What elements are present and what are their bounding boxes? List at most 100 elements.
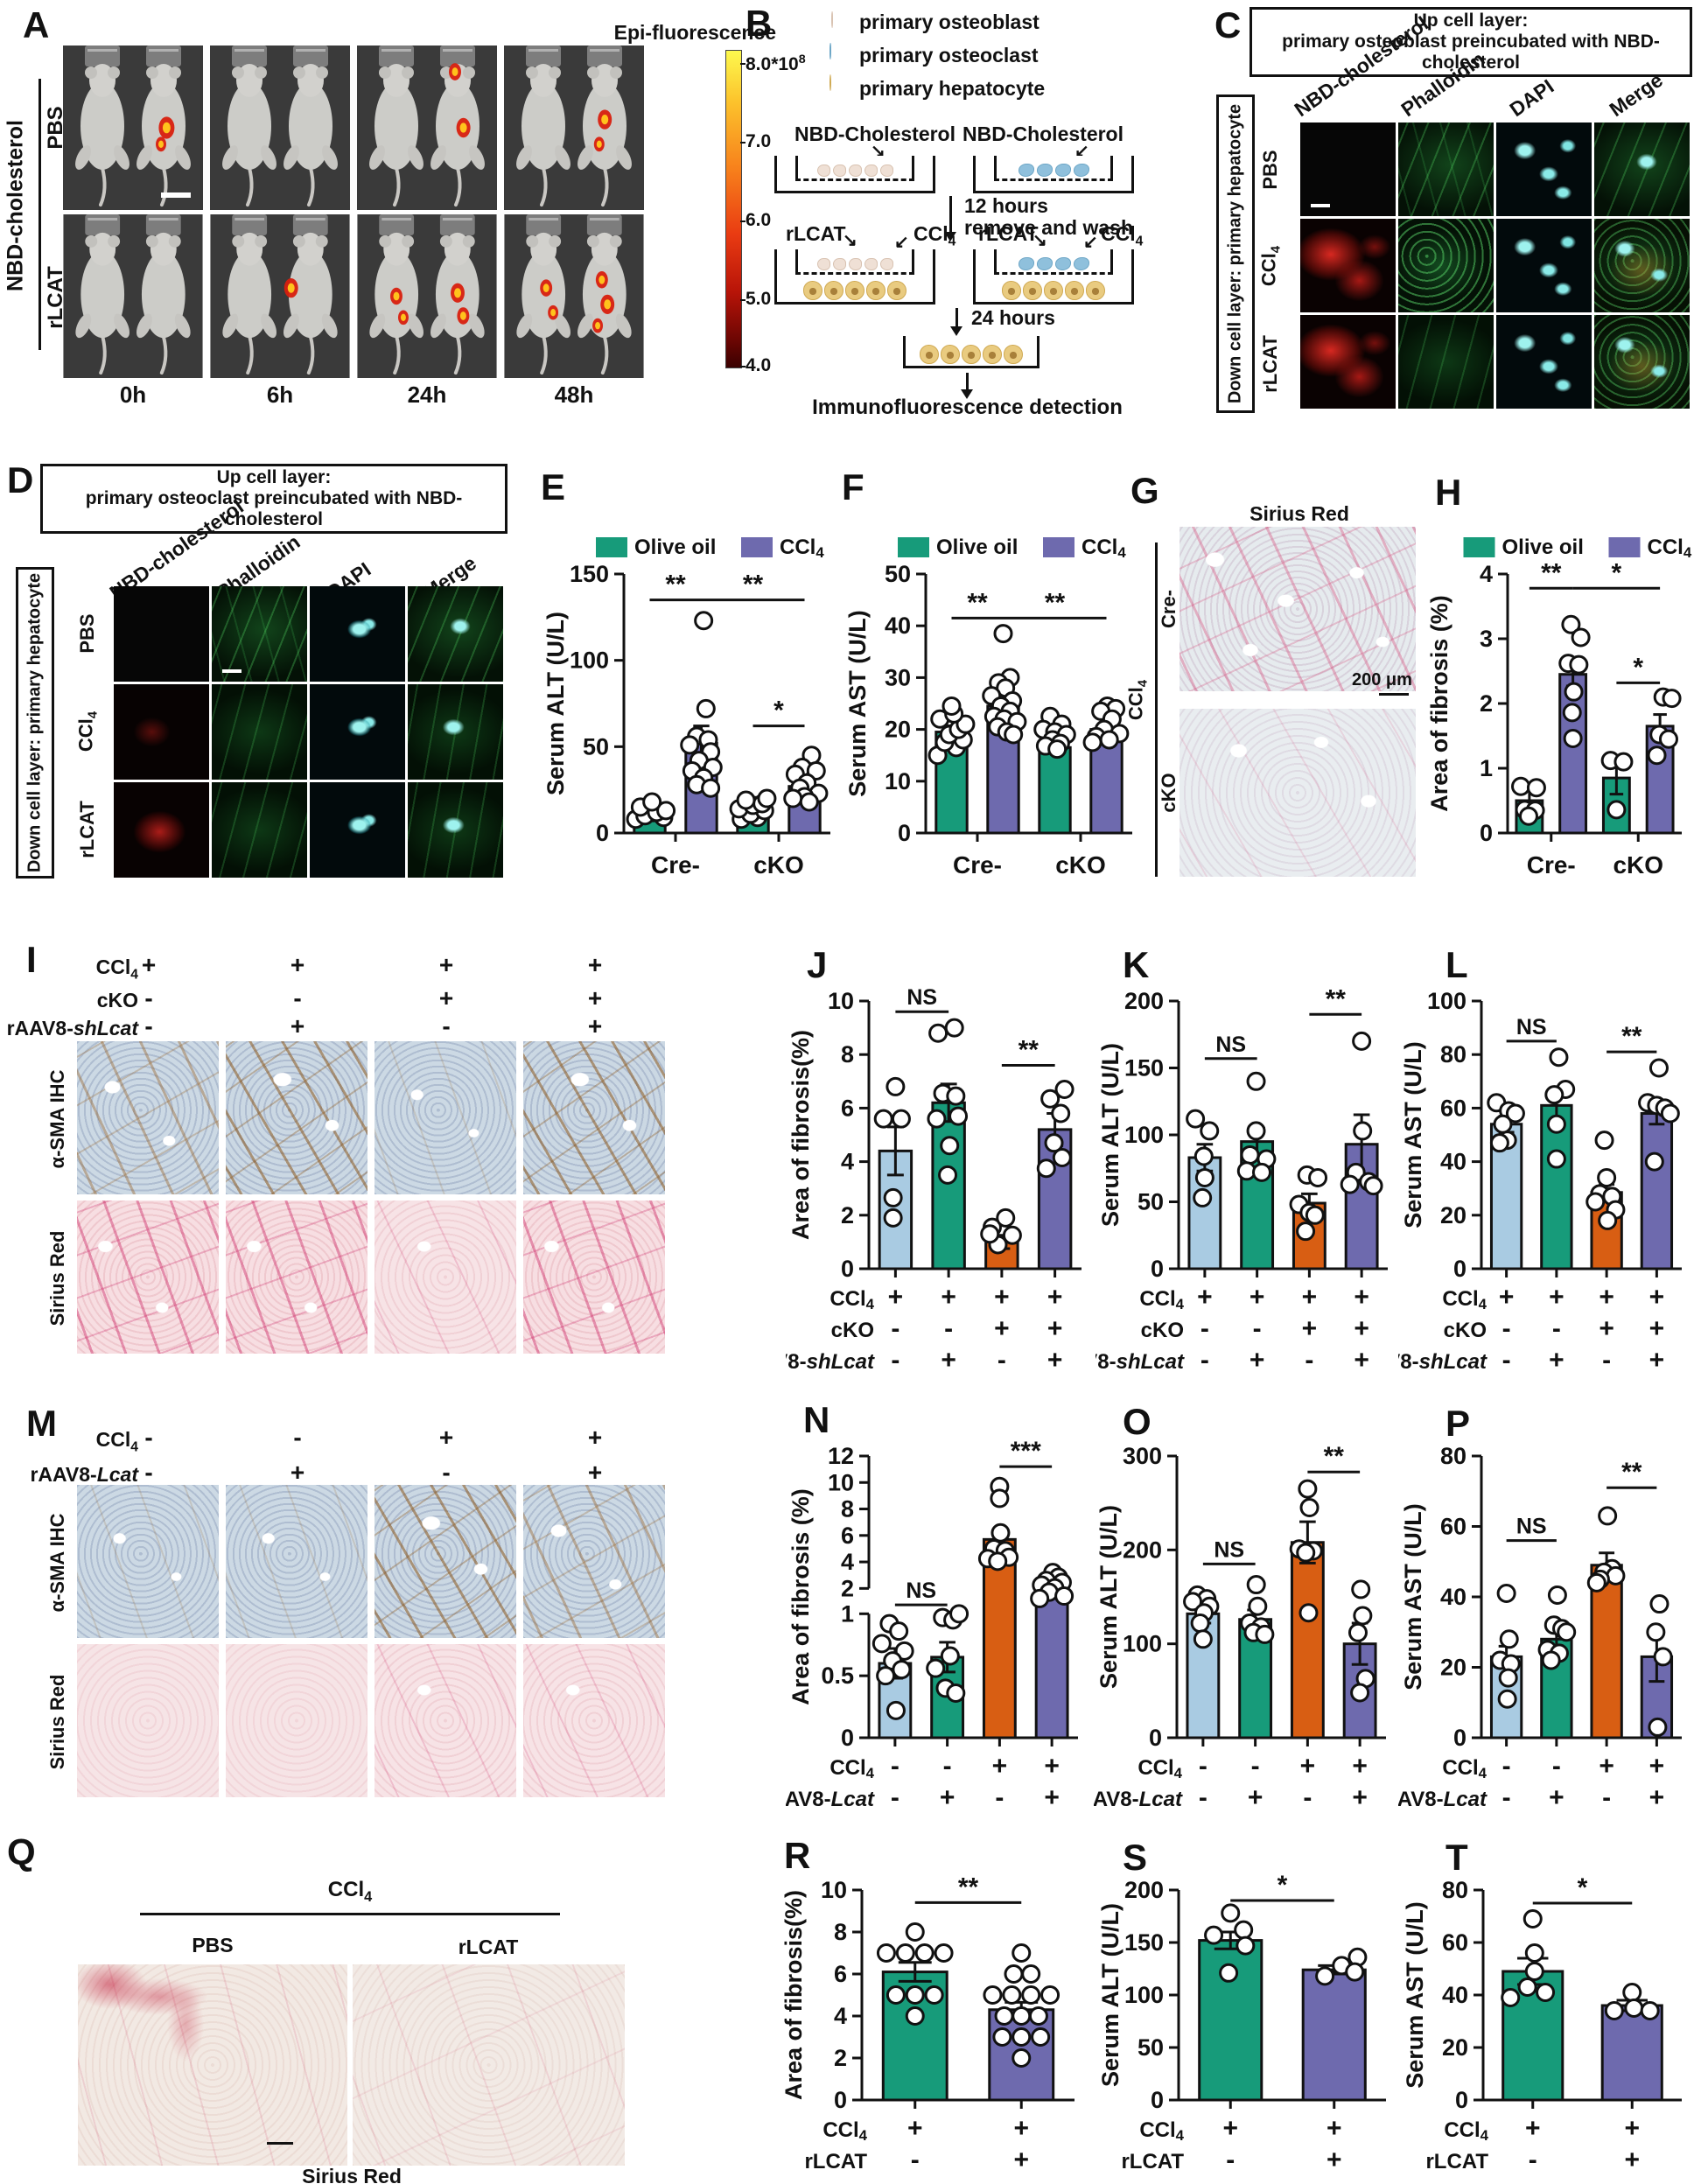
panel-label-f: F [842, 466, 864, 508]
svg-text:cKO: cKO [1141, 1319, 1184, 1342]
svg-text:0: 0 [1151, 2087, 1164, 2113]
svg-text:40: 40 [1440, 1149, 1466, 1175]
svg-text:0: 0 [1151, 1256, 1164, 1282]
row-label-rlcat: rLCAT [1259, 335, 1281, 393]
svg-text:CCl4: CCl4 [1444, 2118, 1488, 2144]
culture-dish-osteoclast [973, 156, 1134, 193]
nbd-cholesterol-label-1: NBD-Cholesterol [794, 122, 956, 145]
hep-cell-icon [1023, 281, 1042, 300]
rlcat-label-1: rLCAT [786, 222, 846, 245]
svg-text:8: 8 [841, 1496, 854, 1522]
svg-text:50: 50 [1138, 1189, 1164, 1215]
histology-image [226, 1644, 368, 1797]
svg-text:60: 60 [1440, 1514, 1466, 1540]
svg-text:cKO: cKO [1055, 851, 1106, 878]
svg-text:+: + [1250, 1283, 1265, 1312]
histology-image [374, 1200, 516, 1354]
svg-text:8: 8 [834, 1919, 847, 1945]
svg-text:***: *** [1011, 1437, 1041, 1466]
arrow-down-left-icon: ↙ [894, 233, 909, 252]
svg-text:0: 0 [834, 2087, 847, 2113]
group-bracket-line [38, 79, 41, 350]
panel-d-title-1: Up cell layer: [216, 467, 332, 487]
svg-text:+: + [1649, 1314, 1665, 1343]
histology-image [523, 1200, 665, 1354]
svg-text:-: - [998, 1346, 1006, 1375]
ob-cell-icon [832, 258, 846, 270]
panel-label-h: H [1435, 472, 1462, 513]
svg-text:200: 200 [1123, 1536, 1162, 1563]
colorbar-tick-mark [740, 366, 746, 368]
confocal-image [114, 586, 209, 682]
svg-text:*: * [774, 696, 784, 725]
hep-cell-icon [962, 345, 981, 364]
svg-text:CCl4: CCl4 [830, 1756, 874, 1782]
chart-ast-rlcat: 0 20 40 60 80 Serum AST (U/L) * CCl4 + + rLCAT - + [1400, 1839, 1694, 2182]
hep-cell-icon [803, 281, 822, 300]
svg-text:-: - [1602, 1346, 1611, 1375]
hep-cell-icon [1004, 345, 1023, 364]
svg-text:*: * [1612, 558, 1622, 587]
sirius-red-title: Sirius Red [1250, 502, 1349, 525]
svg-text:50: 50 [1138, 2034, 1164, 2061]
confocal-image [1496, 122, 1592, 216]
svg-text:Serum ALT (U/L): Serum ALT (U/L) [542, 612, 569, 795]
detection-caption: Immunofluorescence detection [812, 396, 1123, 419]
condition-row-label: CCl4 [95, 1428, 138, 1455]
svg-text:cKO: cKO [831, 1319, 874, 1342]
culture-dish-osteoblast [774, 156, 935, 193]
svg-text:-: - [1226, 2146, 1235, 2174]
condition-symbol: + [290, 951, 305, 978]
confocal-image [310, 586, 405, 682]
svg-text:+: + [994, 1283, 1010, 1312]
svg-text:+: + [1354, 1314, 1369, 1343]
histology-image [77, 1200, 219, 1354]
condition-row-label: cKO [96, 989, 138, 1012]
scale-bar-label: 200 μm [1352, 670, 1412, 690]
svg-text:+: + [1525, 2114, 1541, 2143]
panel-label-r: R [784, 1835, 811, 1876]
svg-text:cKO: cKO [1444, 1319, 1487, 1342]
svg-text:+: + [1044, 1783, 1060, 1812]
svg-text:**: ** [1621, 1022, 1642, 1051]
colorbar-tick-mark [740, 299, 746, 301]
confocal-image [1398, 122, 1494, 216]
hep-cell-icon [1086, 281, 1105, 300]
mouse-image-cell [504, 214, 644, 378]
histology-image [523, 1485, 665, 1638]
colorbar-tick-mark [740, 220, 746, 222]
svg-text:0: 0 [1453, 1256, 1466, 1282]
histology-image [523, 1644, 665, 1797]
svg-text:6: 6 [841, 1095, 854, 1121]
svg-text:cKO: cKO [1613, 851, 1663, 878]
panel-label-k: K [1123, 944, 1150, 985]
confocal-image [212, 684, 307, 780]
svg-text:+: + [1549, 1783, 1564, 1812]
svg-text:4: 4 [841, 1549, 854, 1575]
panel-label-o: O [1123, 1401, 1152, 1442]
panel-label-i: I [26, 939, 37, 980]
condition-symbol: + [438, 951, 454, 978]
svg-text:2: 2 [1480, 690, 1493, 717]
condition-symbol: - [144, 1012, 153, 1040]
condition-symbol: + [587, 951, 603, 978]
ccl4-label-1: CCl4 [914, 222, 956, 249]
svg-text:**: ** [743, 570, 764, 599]
flow-arrow-icon [944, 196, 956, 242]
confocal-image [1300, 219, 1396, 312]
svg-text:Area of fibrosis (%): Area of fibrosis (%) [788, 1488, 814, 1705]
svg-text:10: 10 [828, 1469, 854, 1495]
svg-text:30: 30 [885, 664, 911, 690]
svg-text:Serum AST (U/L): Serum AST (U/L) [1400, 1041, 1426, 1228]
colorbar-tick: 7.0 [746, 131, 772, 151]
svg-text:NS: NS [1215, 1032, 1246, 1057]
svg-text:+: + [1649, 1346, 1665, 1375]
mouse-image-cell [357, 214, 497, 378]
panel-c-title-box: Up cell layer: primary osteoblast preinc… [1250, 7, 1692, 78]
svg-text:+: + [1326, 2146, 1342, 2174]
row-label-ccl4: CCl4 [74, 710, 101, 752]
condition-symbol: + [290, 1012, 305, 1040]
svg-text:0: 0 [898, 820, 911, 846]
